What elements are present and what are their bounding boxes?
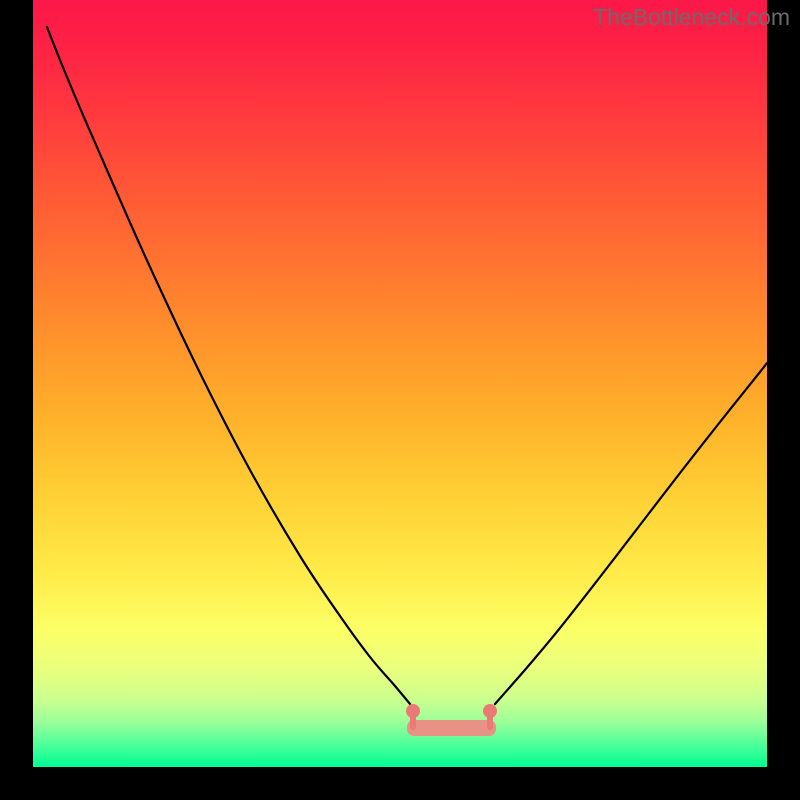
chart-curve-layer	[0, 0, 800, 800]
chart-container: TheBottleneck.com	[0, 0, 800, 800]
watermark-text: TheBottleneck.com	[593, 4, 790, 31]
